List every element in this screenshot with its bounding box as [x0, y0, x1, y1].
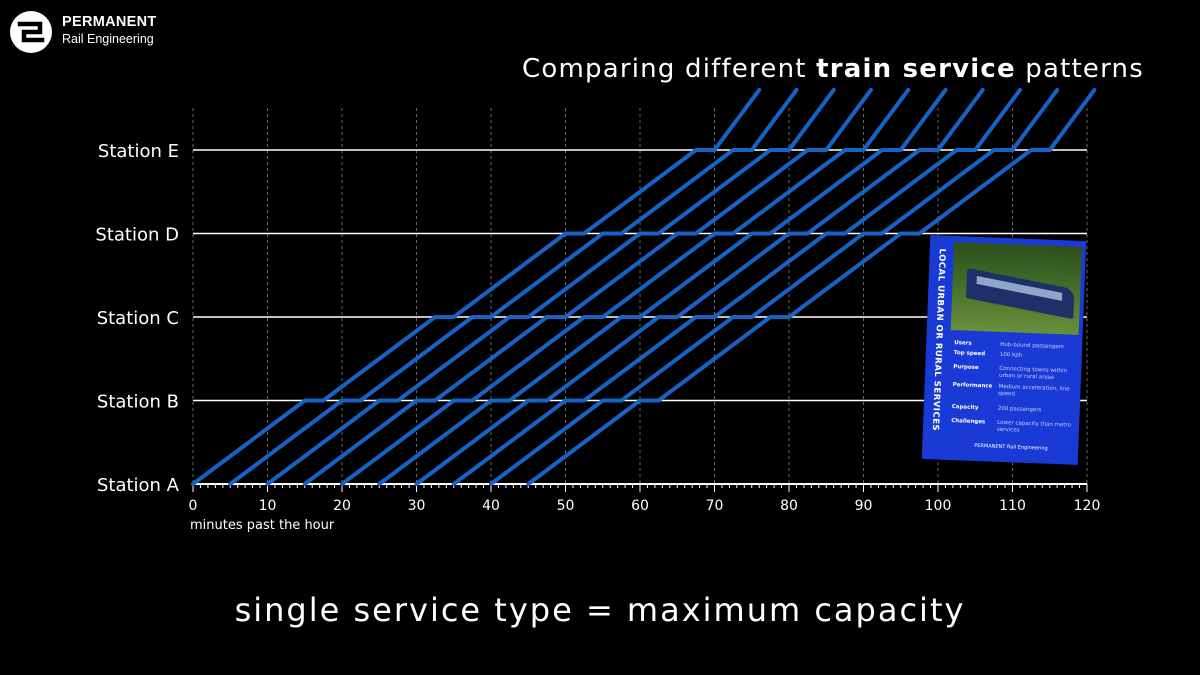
card-row-value: Lower capacity than metro services: [996, 419, 1072, 434]
card-row-key: Users: [954, 340, 972, 347]
train-photo: [950, 242, 1083, 335]
chart-x-axis: [192, 483, 1088, 492]
title-bold: train service: [816, 54, 1016, 84]
train-path-1: [191, 87, 762, 486]
logo-icon: [10, 11, 52, 53]
card-row-key: Purpose: [953, 364, 979, 372]
x-tick-label-30: 30: [408, 498, 426, 514]
train-path-9: [489, 87, 1060, 486]
card-row: Performance Medium acceleration, line spe…: [952, 382, 1077, 397]
company-logo: PERMANENT Rail Engineering: [10, 11, 170, 55]
chart-series: [191, 87, 1097, 486]
card-vertical-title: LOCAL URBAN OR RURAL SERVICES: [929, 248, 947, 432]
card-row-value: Connecting towns within urban or rural a…: [998, 365, 1068, 381]
card-row-value: 100 kph: [999, 351, 1023, 359]
service-info-card: LOCAL URBAN OR RURAL SERVICES Users Hub-b…: [921, 235, 1087, 465]
card-row: Users Hub-bound passengers: [954, 340, 1078, 350]
x-axis-title: minutes past the hour: [190, 518, 335, 533]
title-suffix: patterns: [1015, 54, 1144, 84]
train-path-2: [228, 87, 799, 486]
x-tick-label-10: 10: [259, 498, 277, 514]
x-tick-label-90: 90: [855, 498, 873, 514]
train-path-8: [451, 87, 1022, 486]
chart-caption: single service type = maximum capacity: [234, 591, 966, 629]
station-label-2: Station C: [97, 308, 179, 329]
card-row: Challenges Lower capacity than metro serv…: [951, 418, 1075, 434]
card-footer-logo: PERMANENT Rail Engineering: [974, 442, 1048, 452]
x-tick-label-100: 100: [925, 498, 952, 514]
x-tick-label-80: 80: [780, 498, 798, 514]
station-label-4: Station E: [98, 141, 179, 162]
card-row: Capacity 200 passengers: [951, 404, 1076, 413]
x-tick-label-70: 70: [706, 498, 724, 514]
station-label-3: Station D: [95, 225, 179, 246]
page-title: Comparing different train service patter…: [522, 54, 1144, 84]
x-tick-label-40: 40: [482, 498, 500, 514]
train-image: [965, 267, 1075, 320]
train-path-10: [526, 87, 1097, 486]
train-graph: Station A Station B Station C Station D Stat…: [95, 87, 1100, 533]
train-path-6: [377, 87, 948, 486]
chart-labels: Station A Station B Station C Station D Stat…: [95, 141, 1100, 533]
title-prefix: Comparing different: [522, 54, 817, 84]
x-tick-label-0: 0: [189, 498, 198, 514]
station-label-1: Station B: [97, 392, 179, 413]
x-tick-label-60: 60: [631, 498, 649, 514]
card-row-value: Medium acceleration, line speed: [998, 383, 1070, 398]
x-tick-label-50: 50: [557, 498, 575, 514]
card-row: Purpose Connecting towns within urban or …: [953, 364, 1077, 381]
logo-line1: PERMANENT: [62, 14, 157, 30]
logo-line2: Rail Engineering: [62, 32, 154, 46]
card-row-key: Performance: [952, 382, 993, 390]
card-row-value: Hub-bound passengers: [1000, 341, 1064, 351]
train-path-5: [340, 87, 911, 486]
card-row-key: Challenges: [951, 418, 986, 426]
card-row-value: 200 passengers: [997, 405, 1042, 414]
x-tick-label-20: 20: [333, 498, 351, 514]
x-tick-label-110: 110: [999, 498, 1026, 514]
card-row-key: Top speed: [953, 350, 986, 358]
x-tick-label-120: 120: [1074, 498, 1101, 514]
train-path-4: [302, 87, 873, 486]
station-label-0: Station A: [97, 475, 180, 496]
train-path-7: [414, 87, 985, 486]
train-path-3: [265, 87, 836, 486]
card-row-key: Capacity: [951, 404, 979, 412]
